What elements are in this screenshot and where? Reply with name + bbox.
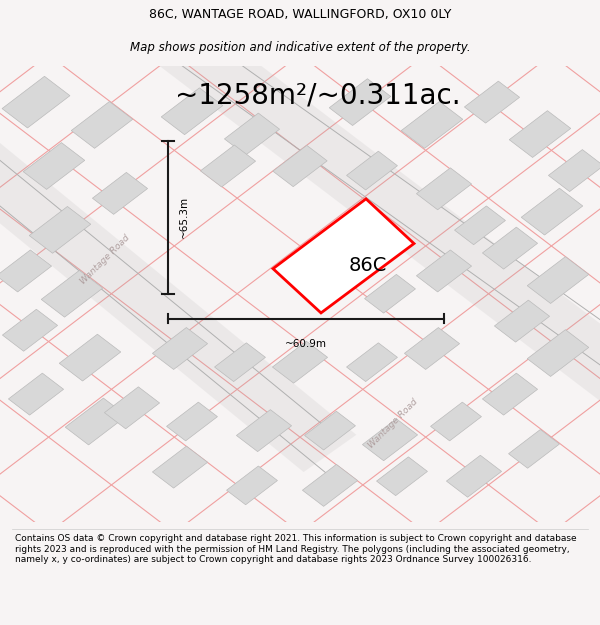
Polygon shape xyxy=(482,373,538,415)
Text: ~60.9m: ~60.9m xyxy=(285,339,327,349)
Polygon shape xyxy=(0,250,52,292)
Polygon shape xyxy=(167,402,217,441)
Polygon shape xyxy=(29,206,91,253)
Polygon shape xyxy=(152,328,208,369)
Polygon shape xyxy=(401,101,463,148)
Polygon shape xyxy=(92,173,148,214)
Polygon shape xyxy=(347,151,397,190)
Polygon shape xyxy=(200,145,256,187)
Text: ~1258m²/~0.311ac.: ~1258m²/~0.311ac. xyxy=(175,81,461,109)
Polygon shape xyxy=(416,168,472,210)
Polygon shape xyxy=(431,402,481,441)
Polygon shape xyxy=(41,271,103,317)
Text: Wantage Road: Wantage Road xyxy=(367,398,419,450)
Polygon shape xyxy=(455,206,505,244)
Polygon shape xyxy=(2,76,70,128)
Polygon shape xyxy=(161,88,223,134)
Polygon shape xyxy=(446,455,502,498)
Polygon shape xyxy=(548,149,600,191)
Polygon shape xyxy=(482,227,538,269)
Polygon shape xyxy=(494,300,550,342)
Polygon shape xyxy=(305,411,355,450)
Polygon shape xyxy=(305,265,355,304)
Polygon shape xyxy=(227,466,277,505)
Text: 86C, WANTAGE ROAD, WALLINGFORD, OX10 0LY: 86C, WANTAGE ROAD, WALLINGFORD, OX10 0LY xyxy=(149,8,451,21)
Polygon shape xyxy=(521,188,583,235)
Polygon shape xyxy=(152,446,208,488)
Polygon shape xyxy=(2,309,58,351)
Polygon shape xyxy=(272,341,328,383)
Text: Contains OS data © Crown copyright and database right 2021. This information is : Contains OS data © Crown copyright and d… xyxy=(15,534,577,564)
Polygon shape xyxy=(404,328,460,369)
Polygon shape xyxy=(65,398,127,445)
Polygon shape xyxy=(71,101,133,148)
Polygon shape xyxy=(215,343,265,381)
Polygon shape xyxy=(365,274,415,313)
Polygon shape xyxy=(0,116,356,472)
Polygon shape xyxy=(416,250,472,292)
Polygon shape xyxy=(104,387,160,429)
Polygon shape xyxy=(224,113,280,155)
Polygon shape xyxy=(509,111,571,158)
Polygon shape xyxy=(302,464,358,506)
Polygon shape xyxy=(464,81,520,123)
Polygon shape xyxy=(23,142,85,189)
Polygon shape xyxy=(236,409,292,452)
Polygon shape xyxy=(377,457,427,496)
Text: 86C: 86C xyxy=(349,256,386,274)
Polygon shape xyxy=(347,343,397,381)
Text: Map shows position and indicative extent of the property.: Map shows position and indicative extent… xyxy=(130,41,470,54)
Polygon shape xyxy=(273,199,414,313)
Polygon shape xyxy=(527,329,589,376)
Polygon shape xyxy=(273,146,327,187)
Polygon shape xyxy=(527,257,589,304)
Text: Wantage Road: Wantage Road xyxy=(79,233,131,286)
Polygon shape xyxy=(329,79,391,126)
Polygon shape xyxy=(155,24,600,404)
Polygon shape xyxy=(509,429,559,468)
Polygon shape xyxy=(362,419,418,461)
Polygon shape xyxy=(8,373,64,415)
Polygon shape xyxy=(59,334,121,381)
Text: ~65.3m: ~65.3m xyxy=(179,196,189,238)
